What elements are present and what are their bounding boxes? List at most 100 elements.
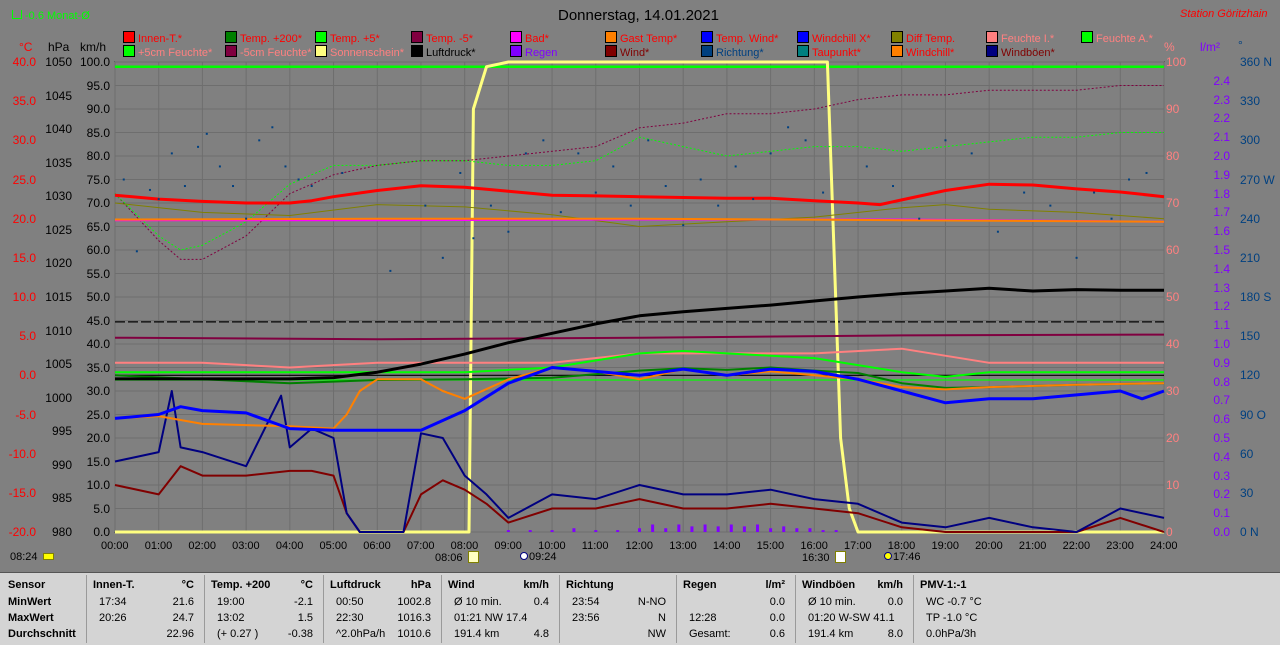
legend-swatch <box>986 45 998 57</box>
legend-label: Feuchte I.* <box>1001 33 1055 45</box>
trend-icon <box>12 10 22 19</box>
speed-tick-label: 20.0 <box>86 431 110 445</box>
rain-bar <box>703 524 707 532</box>
table-cell-label: 191.4 km <box>808 628 854 640</box>
rain-tick-label: 0.5 <box>1213 431 1230 445</box>
table-cell-label: TP -1.0 °C <box>926 612 978 624</box>
legend-label: -5cm Feuchte* <box>240 47 312 59</box>
direction-point <box>822 191 825 194</box>
direction-tick-label: 30 <box>1240 485 1254 500</box>
table-cell-value: -2.1 <box>294 596 313 608</box>
pressure-tick-label: 1050 <box>45 55 72 69</box>
direction-tick-label: 150 <box>1240 329 1261 344</box>
table-cell-label: 12:28 <box>689 612 717 624</box>
rain-tick-label: 0.3 <box>1213 468 1230 483</box>
rain-tick-label: 0.2 <box>1213 487 1230 502</box>
direction-tick-label: 330 <box>1240 94 1261 109</box>
rain-tick-label: 1.2 <box>1213 299 1230 314</box>
legend-swatch <box>701 31 713 43</box>
column-unit: °C <box>181 579 194 591</box>
direction-point <box>205 132 208 135</box>
legend-swatch <box>225 45 237 57</box>
time-tick-label: 05:00 <box>319 540 348 552</box>
rain-bar <box>638 528 641 532</box>
series-line-sonnenschein <box>115 60 1164 534</box>
legend-label: Bad* <box>525 33 549 45</box>
rain-tick-label: 0.7 <box>1213 393 1230 408</box>
direction-tick-label: 180 S <box>1240 290 1272 304</box>
speed-tick-label: 75.0 <box>86 172 110 187</box>
unit-temp: °C <box>19 40 33 54</box>
table-cell-label: 17:34 <box>99 596 127 608</box>
speed-tick-label: 30.0 <box>86 384 110 398</box>
direction-point <box>472 237 475 240</box>
row-label-min: MinWert <box>8 596 52 608</box>
table-cell-value: 0.0 <box>769 596 785 608</box>
page-title: Donnerstag, 14.01.2021 <box>558 7 719 24</box>
series-line-windb-en <box>114 390 1165 533</box>
rain-bar <box>594 530 598 532</box>
sun-icon <box>42 553 54 560</box>
direction-point <box>1128 178 1131 181</box>
time-tick-label: 03:00 <box>232 540 260 552</box>
moon-icon <box>884 552 892 560</box>
column-title: Regen <box>683 579 717 591</box>
column-title: Luftdruck <box>330 579 381 591</box>
statistics-table: Sensor MinWert MaxWert Durchschnitt Inne… <box>0 572 1280 645</box>
row-label-max: MaxWert <box>8 612 54 624</box>
legend-swatch <box>315 31 327 43</box>
rain-bar <box>572 528 576 532</box>
legend-item-bad: Bad* <box>510 31 549 45</box>
speed-tick-label: 25.0 <box>86 407 110 422</box>
table-column-temp-200: Temp. +200 °C 19:00 -2.1 13:02 1.5 (+ 0.27 ) -0… <box>204 573 323 645</box>
column-divider <box>323 575 324 643</box>
time-tick-label: 00:00 <box>101 540 129 552</box>
time-tick-label: 24:00 <box>1150 540 1178 552</box>
time-tick-label: 16:00 <box>800 540 828 552</box>
direction-point <box>918 217 921 220</box>
table-cell-label: 19:00 <box>217 596 245 608</box>
column-unit: °C <box>300 579 313 591</box>
table-cell-label: 191.4 km <box>454 628 500 640</box>
column-title: Richtung <box>566 579 614 591</box>
unit-rain: l/m² <box>1200 40 1220 54</box>
temp-tick-label: 15.0 <box>12 250 36 265</box>
row-label-average: Durchschnitt <box>8 628 76 640</box>
pressure-tick-label: 985 <box>51 491 72 506</box>
table-column-richtung: Richtung 23:54 N-NO 23:56 N NW <box>559 573 676 645</box>
table-cell-label: 01:20 W-SW 41.1 <box>808 612 895 624</box>
rain-bar <box>795 528 799 532</box>
rain-tick-label: 1.8 <box>1213 186 1230 201</box>
temp-tick-label: -15.0 <box>8 485 36 500</box>
speed-tick-label: 45.0 <box>86 313 110 328</box>
legend-swatch <box>701 45 713 57</box>
column-title: Temp. +200 <box>211 579 271 591</box>
temp-tick-label: 35.0 <box>12 94 36 109</box>
legend-item-innen-t: Innen-T.* <box>123 31 182 45</box>
column-divider <box>441 575 442 643</box>
direction-point <box>441 256 444 259</box>
table-cell-value: 1.5 <box>297 612 313 624</box>
direction-point <box>424 204 427 207</box>
table-cell-label: 0.0hPa/3h <box>926 628 977 640</box>
table-cell-label: 01:21 NW 17.4 <box>454 612 528 624</box>
rain-tick-label: 1.9 <box>1213 167 1230 182</box>
pressure-tick-label: 1015 <box>45 290 72 304</box>
legend-swatch <box>510 45 522 57</box>
pressure-tick-label: 1025 <box>45 222 72 237</box>
table-cell-label: 23:54 <box>572 596 600 608</box>
legend-swatch <box>315 45 327 57</box>
trend-text: -0.6 Monat-Ø <box>25 10 90 22</box>
direction-point <box>341 171 344 174</box>
direction-point <box>1049 204 1052 207</box>
temp-tick-label: 20.0 <box>12 211 36 226</box>
table-cell-value: NW <box>647 628 666 640</box>
sunrise-left-marker: 08:24 <box>10 551 54 563</box>
percent-tick-label: 60 <box>1166 243 1180 257</box>
percent-tick-label: 90 <box>1166 102 1180 116</box>
speed-tick-label: 70.0 <box>86 196 110 210</box>
direction-point <box>1145 171 1148 174</box>
temp-tick-label: -20.0 <box>8 525 36 539</box>
direction-tick-label: 60 <box>1240 446 1254 461</box>
rain-tick-label: 1.4 <box>1213 261 1230 276</box>
